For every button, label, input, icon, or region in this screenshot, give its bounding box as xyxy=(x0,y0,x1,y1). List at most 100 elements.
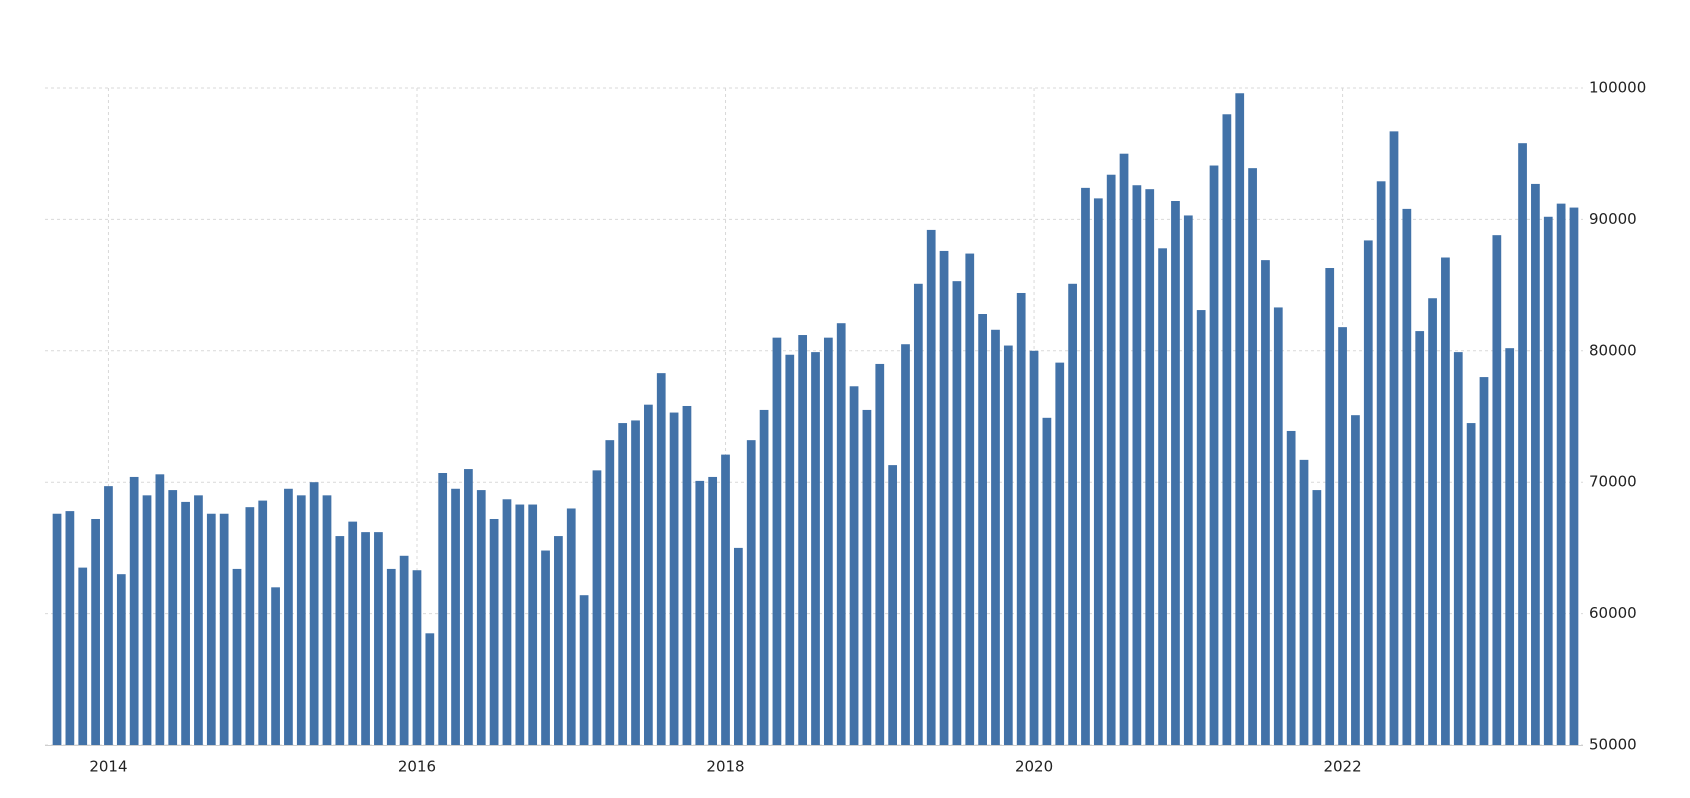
bar xyxy=(1531,183,1540,745)
x-tick-label: 2018 xyxy=(706,758,744,776)
bar xyxy=(348,521,358,745)
bar xyxy=(1441,257,1450,745)
bar xyxy=(129,476,139,745)
bar xyxy=(644,404,653,745)
bar xyxy=(1119,153,1129,745)
bar xyxy=(116,574,126,745)
bar xyxy=(309,482,319,745)
bar xyxy=(1299,459,1309,745)
bar xyxy=(1492,235,1502,745)
bar xyxy=(1479,377,1489,745)
y-tick-label: 80000 xyxy=(1589,341,1637,359)
bar xyxy=(1415,331,1425,745)
bar xyxy=(528,504,538,745)
y-tick-label: 70000 xyxy=(1589,473,1637,491)
bar xyxy=(772,337,782,745)
bar xyxy=(1376,181,1386,745)
bar xyxy=(438,473,448,745)
bar xyxy=(1158,248,1167,746)
bar xyxy=(695,480,705,745)
bar xyxy=(476,490,486,745)
bar xyxy=(1003,345,1013,745)
bar xyxy=(194,495,203,745)
bar xyxy=(1222,114,1232,745)
bar xyxy=(1081,187,1090,745)
y-tick-label: 100000 xyxy=(1589,79,1646,97)
bar xyxy=(374,532,383,745)
bar xyxy=(1196,310,1206,745)
bar xyxy=(849,386,859,745)
bar xyxy=(566,508,576,745)
bar xyxy=(823,337,833,745)
bar xyxy=(1093,198,1103,746)
bar xyxy=(1042,417,1052,745)
bar xyxy=(708,476,718,745)
bar xyxy=(1016,292,1026,745)
bar xyxy=(656,373,666,745)
bar xyxy=(168,490,178,745)
bar xyxy=(1312,490,1322,745)
bar xyxy=(284,488,293,745)
x-tick-label: 2014 xyxy=(89,758,127,776)
bar xyxy=(206,513,216,745)
bar xyxy=(1068,283,1077,745)
bar xyxy=(746,440,756,745)
bar xyxy=(1569,207,1579,746)
bar xyxy=(1518,143,1527,746)
bar xyxy=(1389,131,1399,745)
bar xyxy=(1235,93,1245,746)
bar xyxy=(1273,307,1283,745)
bar xyxy=(1466,423,1476,745)
x-tick-label: 2020 xyxy=(1015,758,1053,776)
bar xyxy=(425,633,435,745)
bar xyxy=(554,536,563,745)
bar xyxy=(232,568,242,745)
bar xyxy=(1338,327,1347,745)
bar xyxy=(219,513,229,745)
bar xyxy=(258,500,268,745)
bar xyxy=(721,454,730,745)
bar xyxy=(296,495,306,745)
bar xyxy=(669,412,679,745)
bar xyxy=(592,470,602,745)
x-tick-label: 2016 xyxy=(398,758,436,776)
bar xyxy=(875,363,885,745)
bar xyxy=(1286,430,1296,745)
bar xyxy=(926,229,936,746)
bar xyxy=(502,499,512,745)
bar xyxy=(682,405,692,745)
bar xyxy=(1145,189,1155,746)
bar xyxy=(733,547,743,745)
bar xyxy=(1171,201,1180,745)
bar xyxy=(1351,415,1360,745)
x-tick-label: 2022 xyxy=(1323,758,1361,776)
bar xyxy=(1261,260,1270,745)
bar xyxy=(1505,348,1515,745)
bar xyxy=(78,567,88,745)
bar xyxy=(579,595,589,745)
bar xyxy=(913,283,923,745)
bar xyxy=(1055,362,1065,745)
bar xyxy=(155,474,165,745)
bar xyxy=(1106,174,1116,745)
bar xyxy=(245,507,255,745)
bar xyxy=(631,420,640,745)
bar xyxy=(91,518,100,745)
bar xyxy=(618,423,628,745)
bar xyxy=(1029,350,1039,745)
bar xyxy=(361,532,370,745)
y-tick-label: 60000 xyxy=(1589,604,1637,622)
bar xyxy=(1428,298,1437,745)
bar xyxy=(862,409,872,745)
bar xyxy=(1209,165,1219,745)
bar xyxy=(142,495,152,745)
y-tick-label: 90000 xyxy=(1589,210,1637,228)
bar xyxy=(399,555,409,745)
bar xyxy=(888,465,898,745)
bar xyxy=(1363,240,1373,745)
bar xyxy=(65,511,75,745)
bar xyxy=(1556,203,1566,745)
bar xyxy=(1183,215,1193,745)
